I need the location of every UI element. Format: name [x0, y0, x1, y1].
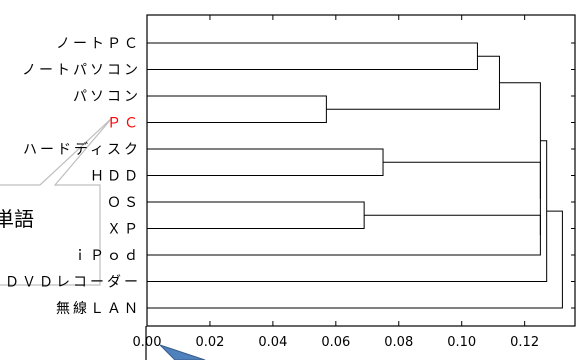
dendrogram-link — [326, 55, 500, 110]
leaf-label: ＨＤＤ — [90, 169, 141, 185]
overlay-layer — [145, 326, 206, 360]
dendrogram-link — [147, 95, 327, 123]
x-axis: 0.00 0.02 0.04 0.06 0.08 0.10 0.12 — [133, 15, 575, 350]
dendrogram-link — [147, 214, 541, 256]
dendrogram-link — [147, 140, 548, 282]
dendrogram-links — [147, 42, 563, 309]
leaf-label: ノートパソコン — [22, 63, 141, 79]
callout-layer: 単語 — [0, 117, 113, 286]
leaf-label: ハードディスク — [23, 141, 141, 158]
leaf-label: ｉＰｏｄ — [73, 248, 141, 264]
dendrogram-link — [147, 148, 384, 176]
x-tick-label: 0.10 — [447, 335, 476, 350]
dendrogram-link — [147, 210, 563, 309]
callout-text: 単語 — [0, 207, 34, 231]
dendrogram-link — [147, 201, 365, 229]
x-tick-label: 0.00 — [133, 335, 162, 350]
leaf-label: ＸＰ — [107, 222, 141, 238]
x-tick-label: 0.12 — [510, 335, 539, 350]
x-tick-label: 0.02 — [195, 335, 224, 350]
x-tick-label: 0.08 — [384, 335, 413, 350]
leaf-label: ＰＣ — [107, 116, 141, 132]
dendrogram-link — [499, 82, 541, 199]
dendrogram-link — [147, 42, 478, 70]
leaf-label: 無線ＬＡＮ — [56, 301, 141, 317]
callout-pointer — [159, 344, 206, 360]
dendrogram-link — [383, 161, 541, 236]
plot-frame — [146, 14, 576, 327]
leaf-label: パソコン — [73, 89, 141, 105]
leaf-label: ＤＶＤレコーダー — [5, 275, 141, 291]
leaf-label: ＯＳ — [107, 195, 141, 211]
x-tick-label: 0.04 — [258, 335, 287, 350]
callout-bubble — [0, 117, 113, 286]
x-tick-label: 0.06 — [321, 335, 350, 350]
leaf-label: ノートＰＣ — [56, 36, 141, 52]
